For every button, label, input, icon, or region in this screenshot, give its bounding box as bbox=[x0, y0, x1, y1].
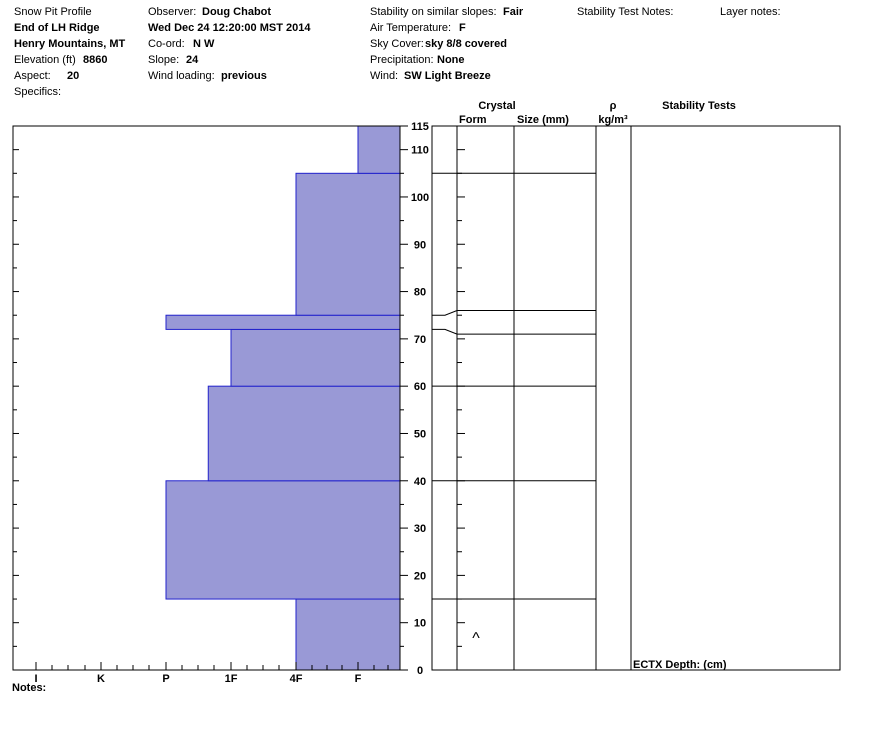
depth-label-10: 10 bbox=[414, 618, 426, 630]
location-name: End of LH Ridge bbox=[14, 22, 100, 34]
hardness-label-F: F bbox=[355, 673, 362, 685]
sky-cover-label: Sky Cover: bbox=[370, 38, 424, 50]
stability-value: Fair bbox=[503, 6, 524, 18]
coord-label: Co-ord: bbox=[148, 38, 185, 50]
wind-loading-value: previous bbox=[221, 70, 267, 82]
depth-label-0: 0 bbox=[417, 665, 423, 677]
hardness-label-P: P bbox=[162, 673, 169, 685]
size-header: Size (mm) bbox=[517, 114, 569, 126]
aspect-label: Aspect: bbox=[14, 70, 51, 82]
hardness-bar-3 bbox=[230, 328, 401, 387]
elevation-label: Elevation (ft) bbox=[14, 54, 76, 66]
depth-label-50: 50 bbox=[414, 428, 426, 440]
hardness-label-I: I bbox=[34, 673, 37, 685]
depth-label-60: 60 bbox=[414, 381, 426, 393]
layer-notes-label: Layer notes: bbox=[720, 6, 781, 18]
aspect-value: 20 bbox=[67, 70, 80, 82]
observer-value: Doug Chabot bbox=[202, 6, 272, 18]
depth-label-40: 40 bbox=[414, 476, 426, 488]
depth-label-80: 80 bbox=[414, 287, 426, 299]
form-header: Form bbox=[459, 114, 487, 126]
crystal-header: Crystal bbox=[478, 100, 515, 112]
density-unit: kg/m³ bbox=[598, 114, 628, 126]
specifics-label: Specifics: bbox=[14, 86, 62, 98]
wind-loading-label: Wind loading: bbox=[148, 70, 215, 82]
stability-test-entry: ECTX Depth: (cm) bbox=[633, 659, 727, 671]
hardness-bars bbox=[165, 125, 401, 671]
depth-label-30: 30 bbox=[414, 523, 426, 535]
elevation-value: 8860 bbox=[83, 54, 108, 66]
profile-title: Snow Pit Profile bbox=[14, 6, 92, 18]
air-temp-label: Air Temperature: bbox=[370, 22, 452, 34]
hardness-bar-0 bbox=[295, 598, 401, 671]
hardness-plot-frame bbox=[12, 125, 401, 671]
layer-boundary-75 bbox=[432, 309, 596, 316]
wind-label: Wind: bbox=[370, 70, 399, 82]
density-header: ρ bbox=[610, 100, 617, 112]
mountain-range: Henry Mountains, MT bbox=[14, 38, 126, 50]
sky-cover-value: sky 8/8 covered bbox=[425, 38, 507, 50]
observation-date: Wed Dec 24 12:20:00 MST 2014 bbox=[148, 22, 311, 34]
wind-value: SW Light Breeze bbox=[404, 70, 491, 82]
air-temp-value: F bbox=[459, 22, 466, 34]
layer-table-frame bbox=[431, 125, 841, 671]
coord-value: N W bbox=[193, 38, 215, 50]
slope-value: 24 bbox=[186, 54, 199, 66]
hardness-bar-4 bbox=[165, 314, 401, 330]
depth-label-70: 70 bbox=[414, 334, 426, 346]
hardness-label-1F: 1F bbox=[225, 673, 238, 685]
precipitation-label: Precipitation: bbox=[370, 54, 434, 66]
stability-label: Stability on similar slopes: bbox=[370, 6, 497, 18]
stability-test-notes-label: Stability Test Notes: bbox=[577, 6, 674, 18]
hardness-bar-6 bbox=[357, 125, 401, 174]
observer-label: Observer: bbox=[148, 6, 197, 18]
depth-label-115: 115 bbox=[411, 121, 429, 133]
depth-label-100: 100 bbox=[411, 192, 429, 204]
hardness-axes: I K P 1F 4F F 0 10 20 30 40 50 60 70 80 90 100 110 115 bbox=[12, 121, 429, 685]
hardness-bar-1 bbox=[165, 480, 401, 600]
slope-label: Slope: bbox=[148, 54, 180, 66]
depth-label-20: 20 bbox=[414, 570, 426, 582]
layer-table bbox=[431, 125, 841, 671]
layer-boundary-72 bbox=[432, 328, 596, 335]
hardness-bar-2 bbox=[207, 385, 401, 482]
stability-tests-header: Stability Tests bbox=[662, 100, 736, 112]
hardness-label-4F: 4F bbox=[290, 673, 303, 685]
hardness-bar-5 bbox=[295, 172, 401, 316]
depth-label-110: 110 bbox=[411, 145, 429, 157]
precipitation-value: None bbox=[437, 54, 465, 66]
hardness-label-K: K bbox=[97, 673, 105, 685]
depth-label-90: 90 bbox=[414, 239, 426, 251]
rounded-grain-symbol: ^ bbox=[472, 630, 480, 647]
notes-label: Notes: bbox=[12, 682, 46, 694]
